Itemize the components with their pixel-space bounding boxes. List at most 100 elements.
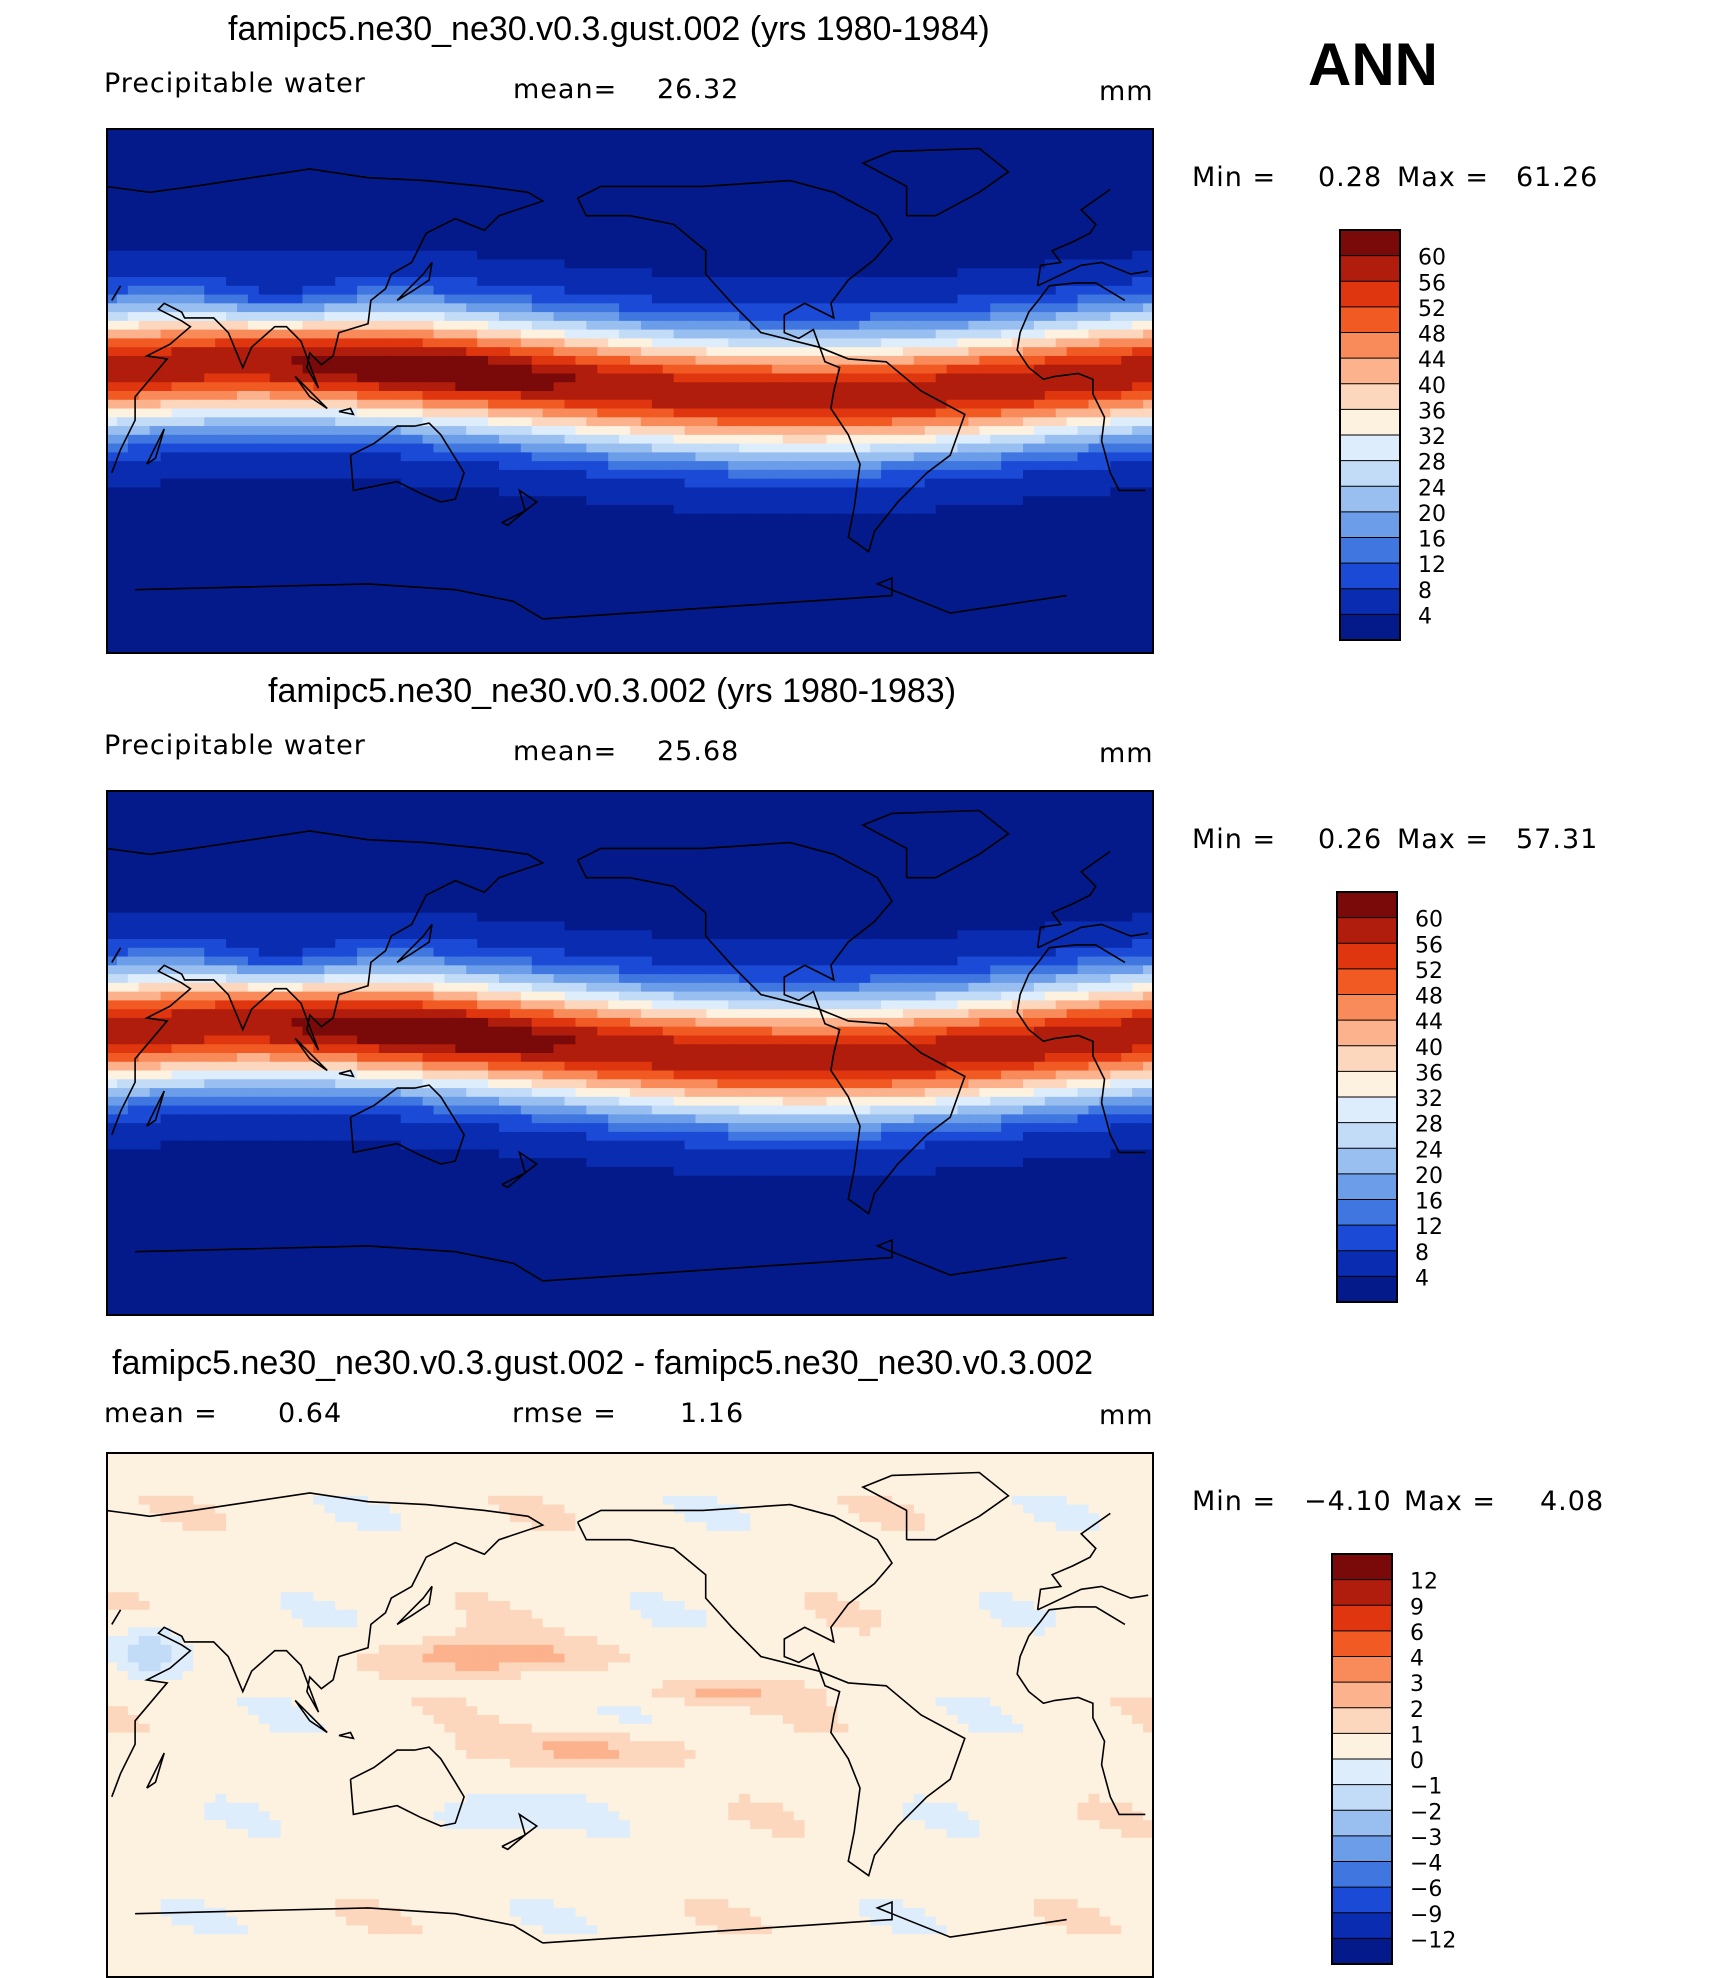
field-cell [488,171,500,182]
field-cell [630,487,642,497]
field-cell [575,294,587,304]
field-cell [237,355,249,366]
field-cell [215,391,227,401]
field-cell [1088,171,1101,182]
field-cell [520,408,533,418]
field-cell [553,382,566,392]
field-cell [226,198,238,208]
field-cell [979,434,991,445]
field-cell [1044,277,1057,287]
field-cell [619,513,631,524]
field-cell [499,171,511,182]
field-cell [892,224,904,234]
field-cell [870,163,882,173]
field-cell [575,548,587,559]
field-cell [750,443,762,453]
field-cell [990,399,1002,410]
field-cell [1088,548,1101,559]
field-cell [597,206,609,217]
field-cell [368,382,380,392]
field-cell [651,513,664,524]
field-cell [979,391,991,401]
field-cell [116,443,129,453]
field-cell [1121,215,1133,226]
field-cell [564,461,577,471]
field-cell [499,391,511,401]
field-cell [717,504,729,515]
field-cell [717,285,729,296]
field-cell [193,224,205,234]
field-cell [575,531,587,541]
field-cell [913,469,926,480]
field-cell [957,171,970,182]
field-cell [1033,145,1046,155]
field-cell [237,303,249,313]
field-cell [444,540,456,550]
field-cell [1110,145,1122,155]
field-cell [739,548,751,559]
field-cell [455,347,467,357]
field-cell [204,364,216,375]
field-cell [488,329,500,339]
field-cell [346,171,358,182]
field-cell [346,163,358,173]
field-cell [575,399,587,410]
field-cell [204,452,216,462]
field-cell [160,128,173,138]
field-cell [542,224,555,234]
field-cell [804,215,817,226]
field-cell [564,364,577,375]
field-cell [411,504,424,515]
field-cell [630,136,642,147]
field-cell [1110,312,1122,322]
field-cell [1066,391,1079,401]
field-cell [968,557,980,567]
field-cell [815,513,828,524]
field-cell [695,452,708,462]
field-cell [761,180,773,190]
field-cell [1012,285,1024,296]
field-cell [116,329,129,339]
field-cell [291,443,304,453]
field-cell [771,224,784,234]
field-cell [1055,338,1068,348]
field-cell [1033,408,1046,418]
field-cell [182,391,194,401]
field-cell [881,250,893,261]
field-cell [1001,268,1013,278]
field-cell [684,452,697,462]
field-cell [979,128,991,138]
field-cell [215,250,227,261]
field-cell [302,434,315,445]
field-cell [422,154,435,164]
field-cell [215,531,227,541]
field-cell [193,504,205,515]
field-cell [160,557,173,567]
field-cell [215,338,227,348]
field-cell [1055,434,1068,445]
field-cell [542,382,555,392]
field-cell [204,399,216,410]
field-cell [499,575,511,585]
field-cell [324,443,336,453]
field-cell [291,355,304,366]
field-cell [717,233,729,243]
field-cell [946,154,959,164]
field-cell [106,259,118,269]
field-cell [935,215,948,226]
field-cell [870,540,882,550]
field-cell [586,268,598,278]
field-cell [1033,338,1046,348]
field-cell [619,522,631,532]
field-cell [793,391,806,401]
field-cell [553,487,566,497]
field-cell [106,241,118,252]
field-cell [531,171,544,182]
field-cell [706,224,718,234]
field-cell [455,294,467,304]
field-cell [389,566,402,576]
field-cell [1099,382,1111,392]
field-cell [1077,277,1090,287]
field-cell [455,224,467,234]
field-cell [553,277,566,287]
